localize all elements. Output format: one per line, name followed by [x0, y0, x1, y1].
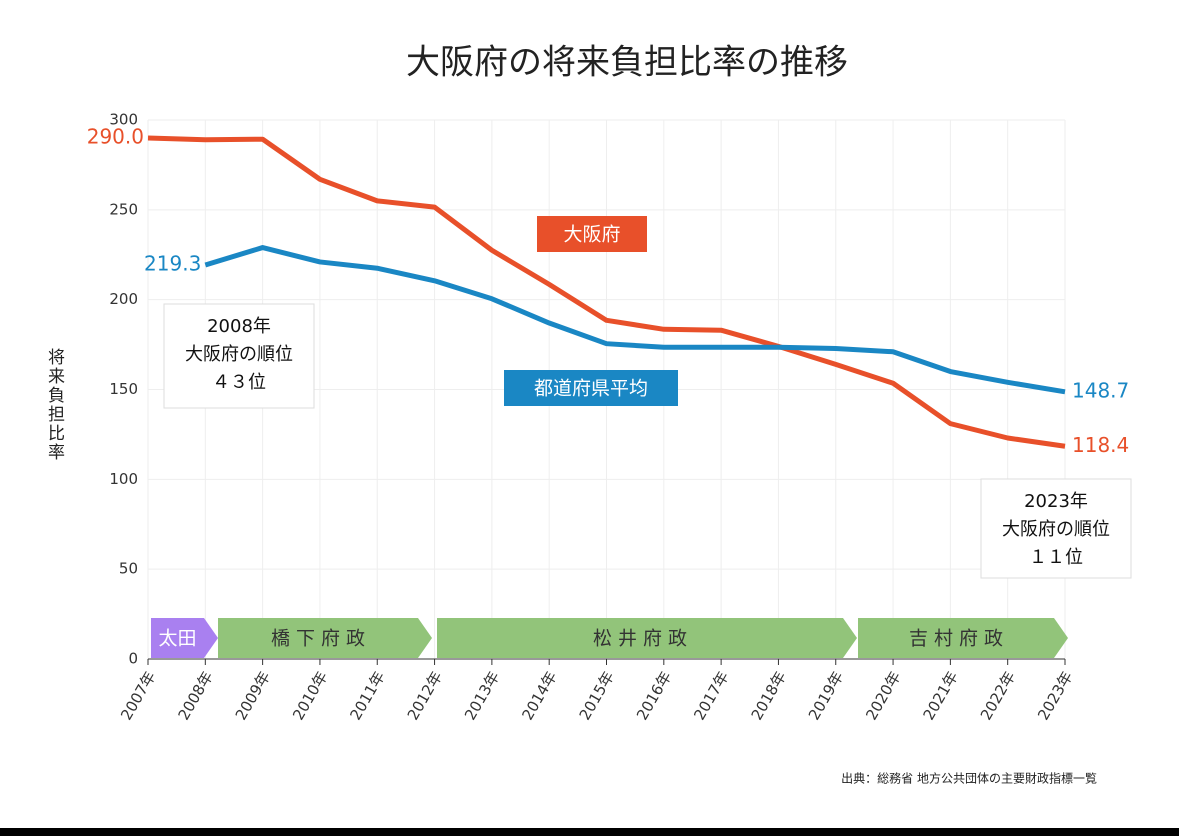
value-label: 219.3 — [144, 251, 201, 275]
series-line — [147, 135, 1066, 449]
y-tick-label: 150 — [109, 380, 138, 398]
annotation-box — [163, 303, 315, 409]
y-tick-label: 250 — [109, 200, 138, 218]
source: 出典：総務省 地方公共団体の主要財政指標一覧 — [841, 771, 1097, 786]
era-label: 橋 下 府 政 — [271, 628, 365, 650]
value-label: 290.0 — [87, 124, 144, 148]
value-label: 118.4 — [1072, 433, 1129, 457]
y-tick-label: 0 — [128, 650, 138, 668]
annotation-text: １１位 — [1029, 547, 1083, 568]
era-label: 吉 村 府 政 — [909, 628, 1003, 650]
legend-label: 都道府県平均 — [534, 378, 648, 400]
annotation-text: 大阪府の順位 — [185, 344, 293, 365]
y-tick-label: 50 — [119, 560, 138, 578]
y-tick-label: 300 — [109, 111, 138, 129]
legend-box — [537, 216, 647, 252]
annotation-text: ４３位 — [212, 372, 266, 393]
era-arrow — [151, 618, 218, 658]
y-tick-label: 200 — [109, 290, 138, 308]
annotation-text: 大阪府の順位 — [1002, 519, 1110, 540]
era-label: 太田 — [158, 628, 196, 650]
legend-box — [504, 370, 678, 406]
bottom-bar — [0, 828, 1179, 836]
y-tick-label: 100 — [109, 470, 138, 488]
era-arrow — [218, 618, 432, 658]
era-arrow — [437, 618, 857, 658]
y-axis-label: 将来負担比率 — [44, 348, 65, 462]
era-label: 松 井 府 政 — [593, 628, 687, 650]
chart-title: 大阪府の将来負担比率の推移 — [406, 43, 848, 83]
annotation-text: 2008年 — [207, 316, 271, 337]
annotation-box — [980, 478, 1132, 579]
era-arrow — [858, 618, 1068, 658]
series-line — [204, 245, 1066, 395]
legend-label: 大阪府 — [563, 224, 620, 246]
annotation-text: 2023年 — [1024, 491, 1088, 512]
value-label: 148.7 — [1072, 378, 1129, 402]
